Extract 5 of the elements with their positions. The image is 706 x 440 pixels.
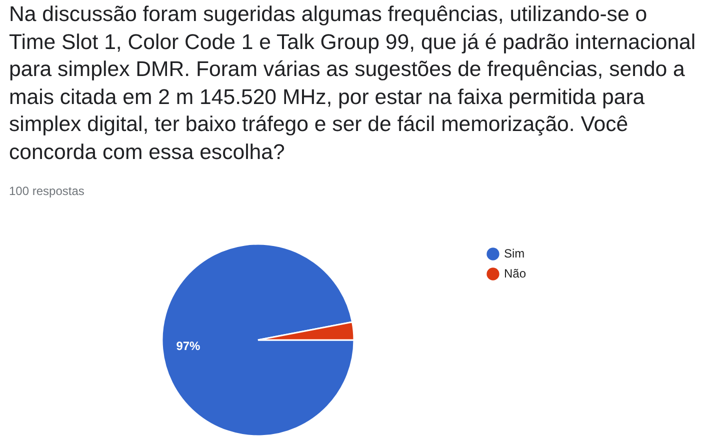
chart-title: Na discussão foram sugeridas algumas frequências, utilizando-se o Time Slot 1, Color Code 1 e Talk Group 99, que já é padrão internacional para simplex DMR. Foram várias as sugestões de frequências, sendo a mais citada em 2 m 145.520 MHz, por estar na faixa permitida para simplex digital, ter baixo tráfego e ser de fácil memorização. Você concorda com essa escolha? <box>9 1 697 166</box>
data-label: 97% <box>176 338 201 353</box>
legend-label: Sim <box>504 246 525 260</box>
legend-label: Não <box>504 266 526 280</box>
text: 100 respostas <box>9 183 84 199</box>
